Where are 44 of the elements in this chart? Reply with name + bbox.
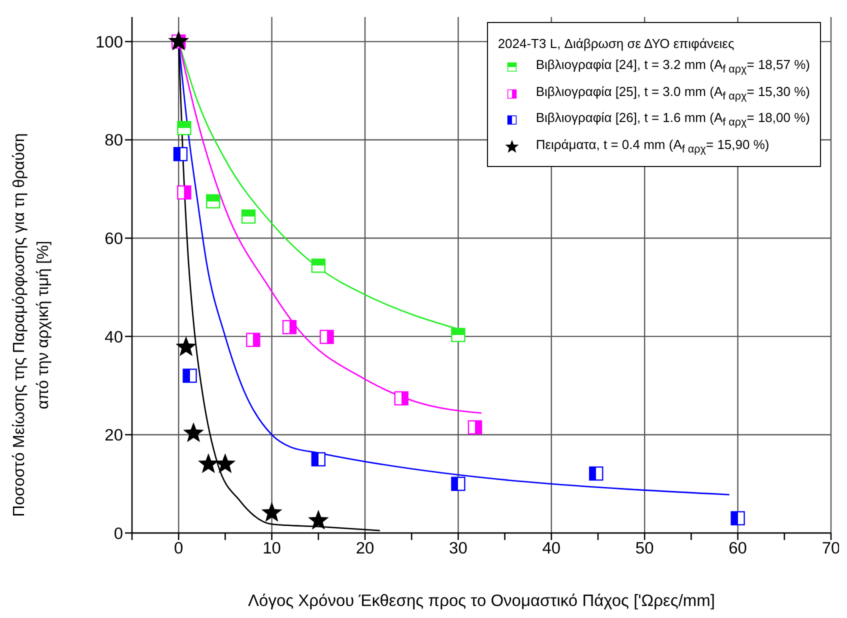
point [241, 209, 256, 224]
point [282, 320, 297, 334]
y-tick-label: 20 [104, 426, 123, 445]
point [468, 420, 482, 434]
x-tick-label: 0 [174, 540, 184, 558]
point [589, 466, 604, 481]
point [183, 422, 204, 442]
point [451, 476, 466, 491]
y-axis-title: Ποσοστό Μείωσης της Παραμόρφωσης για τη θραύση από την αρχική τιμή [%] [11, 133, 52, 517]
point [168, 30, 190, 50]
y-tick-label: 0 [114, 524, 123, 543]
legend-title: 2024-T3 L, Διάβρωση σε ΔΥΟ επιφάνειες [498, 35, 736, 53]
point [176, 336, 197, 356]
point [261, 502, 282, 522]
y-tick-label: 60 [104, 230, 123, 248]
point [246, 332, 260, 347]
x-axis-title: Λόγος Χρόνου Έκθεσης προς το Ονομαστικό Πάχος ['Ωρες/mm] [248, 592, 715, 610]
y-tick-label: 80 [104, 132, 123, 150]
point [320, 330, 334, 344]
point [311, 452, 326, 466]
x-tick-label: 60 [728, 540, 747, 558]
x-tick-label: 30 [449, 540, 468, 558]
point [394, 391, 408, 406]
x-tick-label: 20 [356, 540, 374, 558]
point [206, 194, 220, 208]
x-tick-label: 50 [635, 540, 654, 558]
x-tick-label: 40 [542, 540, 561, 558]
point [198, 453, 219, 474]
point [214, 453, 236, 474]
point [173, 147, 188, 162]
point [182, 368, 197, 383]
point [311, 258, 326, 273]
point [177, 120, 192, 136]
legend-label: Πειράματα, t = 0.4 mm (A$_{f αρχ}$= 15,90 %) [536, 136, 770, 158]
y-tick-label: 40 [104, 328, 123, 346]
x-tick-label: 10 [262, 540, 281, 558]
point [308, 510, 329, 530]
y-tick-label: 100 [95, 33, 123, 52]
point [177, 185, 192, 200]
legend-label: Βιβλιογραφία [25], t = 3.0 mm (A$_{f αρχ}$= 15,30 %) [536, 82, 810, 104]
point [451, 328, 466, 342]
legend-label: Βιβλιογραφία [24], t = 3.2 mm (A$_{f αρχ}$= 18,57 %) [536, 56, 810, 78]
legend-label: Βιβλιογραφία [26], t = 1.6 mm (A$_{f αρχ}$= 18,00 %) [536, 109, 810, 131]
point [730, 511, 745, 526]
